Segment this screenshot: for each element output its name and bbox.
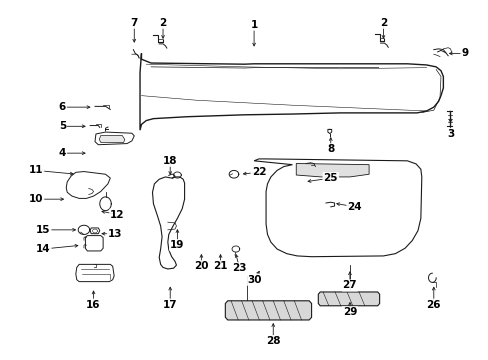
Text: 10: 10: [29, 194, 43, 204]
Text: 7: 7: [130, 18, 138, 28]
Text: 5: 5: [59, 121, 66, 131]
Text: 15: 15: [36, 225, 50, 235]
Text: 24: 24: [346, 202, 361, 212]
Text: 9: 9: [461, 49, 468, 58]
Text: 25: 25: [323, 173, 337, 183]
Polygon shape: [99, 135, 124, 143]
Text: 2: 2: [159, 18, 166, 28]
Text: 1: 1: [250, 20, 257, 30]
Polygon shape: [140, 53, 443, 130]
Polygon shape: [85, 235, 103, 251]
Text: 3: 3: [446, 129, 453, 139]
Text: 30: 30: [246, 275, 261, 285]
Polygon shape: [95, 132, 134, 145]
Text: 16: 16: [86, 300, 101, 310]
Text: 26: 26: [426, 300, 440, 310]
Text: 2: 2: [379, 18, 386, 28]
Polygon shape: [296, 163, 368, 177]
Text: 21: 21: [213, 261, 227, 271]
Text: 11: 11: [29, 165, 43, 175]
Polygon shape: [318, 292, 379, 306]
Text: 28: 28: [265, 336, 280, 346]
Text: 17: 17: [163, 300, 177, 310]
Text: 29: 29: [342, 307, 356, 317]
Text: 22: 22: [251, 167, 265, 177]
Polygon shape: [225, 301, 311, 320]
Polygon shape: [152, 177, 184, 269]
Text: 14: 14: [36, 244, 50, 254]
Text: 19: 19: [170, 240, 184, 250]
Text: 23: 23: [232, 263, 246, 273]
Text: 27: 27: [342, 280, 357, 291]
Text: 4: 4: [59, 148, 66, 158]
Polygon shape: [254, 159, 421, 257]
Text: 13: 13: [108, 229, 122, 239]
Text: 18: 18: [163, 156, 177, 166]
Text: 6: 6: [59, 102, 66, 112]
Text: 20: 20: [194, 261, 208, 271]
Polygon shape: [66, 172, 110, 198]
Polygon shape: [90, 228, 100, 234]
Text: 8: 8: [326, 144, 334, 154]
Polygon shape: [76, 264, 114, 282]
Text: 12: 12: [110, 210, 124, 220]
